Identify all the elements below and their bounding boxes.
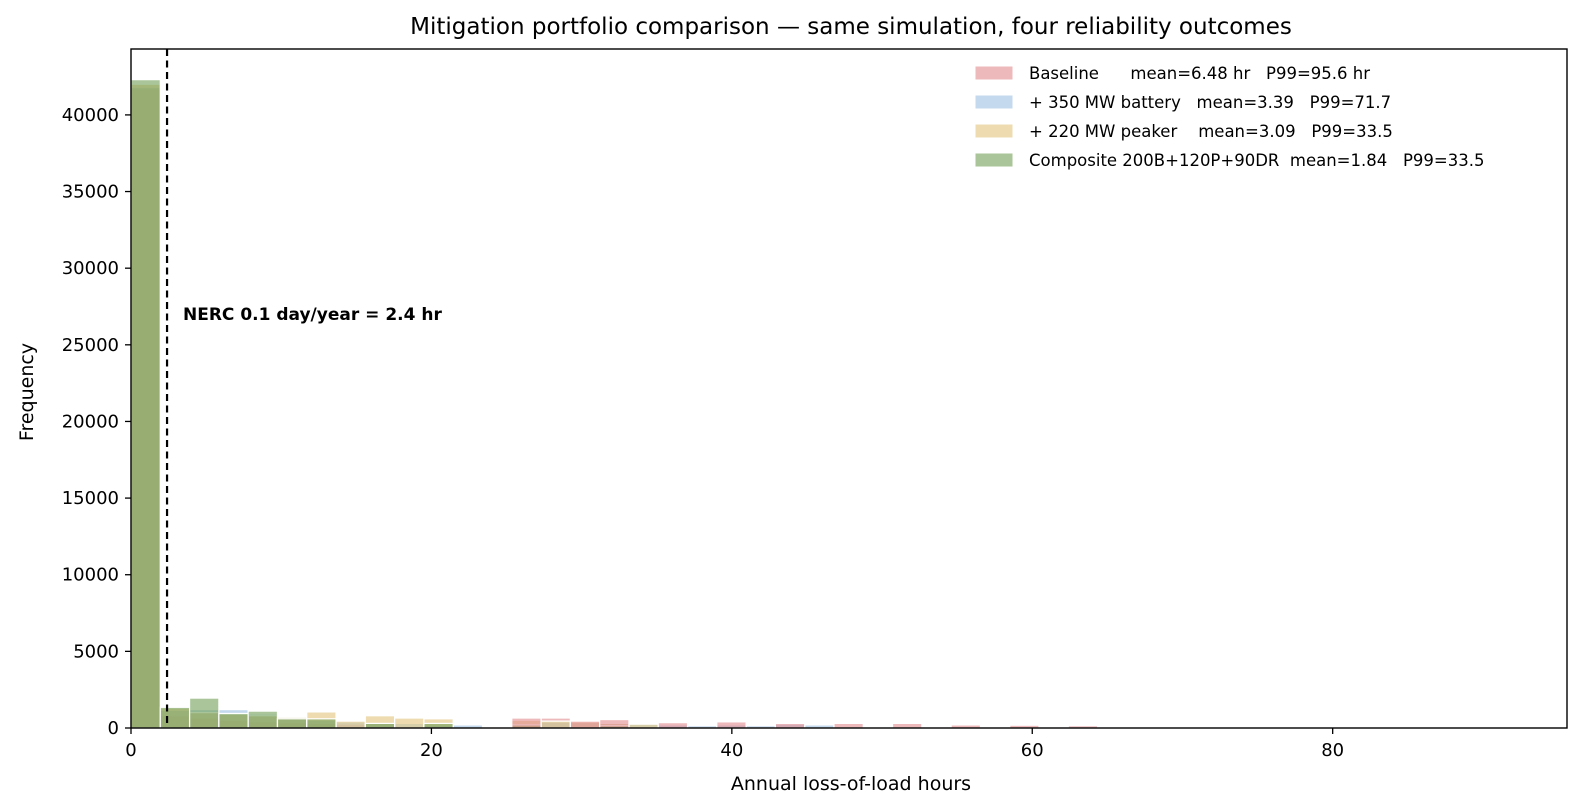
histogram-bar [511,717,542,729]
axes-group: 0 20 40 60 80 0 5000 10000 15000 20000 25000 30000 3… [62,48,1568,761]
histogram-bar [599,718,630,729]
histogram-bar [657,722,689,729]
legend-entry: Baseline mean=6.48 hr P99=95.6 hr [1029,64,1370,83]
x-tick-label: 20 [420,740,443,761]
x-axis-label: Annual loss-of-load hours [731,773,971,795]
x-tick-label: 60 [1021,740,1044,761]
y-tick-label: 30000 [62,258,119,279]
y-tick-label: 40000 [62,105,119,126]
histogram-bar [716,721,747,729]
y-tick-label: 0 [108,718,119,739]
histogram-bar [159,706,191,729]
series-4-bars [130,79,630,729]
histogram-bar [218,712,249,729]
legend-entry: + 220 MW peaker mean=3.09 P99=33.5 [1029,122,1393,141]
histogram-bar [247,710,279,729]
x-tick-label: 80 [1321,740,1344,761]
y-tick-label: 10000 [62,565,119,586]
histogram-bar [276,718,308,729]
plot-background [131,49,1567,728]
y-tick-label: 20000 [62,411,119,432]
y-tick-label: 5000 [73,641,119,662]
plot-area [131,49,1567,728]
legend-swatch [974,65,1014,81]
y-tick-label: 35000 [62,182,119,203]
histogram-bar [569,720,601,729]
histogram-bar [394,717,425,729]
histogram-bar [188,697,220,729]
legend-swatch [974,94,1014,110]
legend-entry: Composite 200B+120P+90DR mean=1.84 P99=3… [1029,151,1484,170]
histogram-bar [540,720,571,729]
y-axis-label: Frequency [16,343,38,441]
threshold-annotation: NERC 0.1 day/year = 2.4 hr [183,305,442,325]
histogram-bar [306,718,337,729]
histogram-bar [335,720,366,729]
legend: Baseline mean=6.48 hr P99=95.6 hr + 350 M… [974,64,1484,170]
x-tick-label: 0 [125,740,136,761]
x-tick-label: 40 [720,740,743,761]
y-tick-label: 25000 [62,335,119,356]
legend-swatch [974,123,1014,139]
histogram-bar [130,79,161,729]
chart-title: Mitigation portfolio comparison — same s… [410,14,1292,40]
legend-entry: + 350 MW battery mean=3.39 P99=71.7 [1029,93,1391,112]
legend-swatch [974,152,1014,168]
y-tick-label: 15000 [62,488,119,509]
plot-frame [130,48,1568,729]
